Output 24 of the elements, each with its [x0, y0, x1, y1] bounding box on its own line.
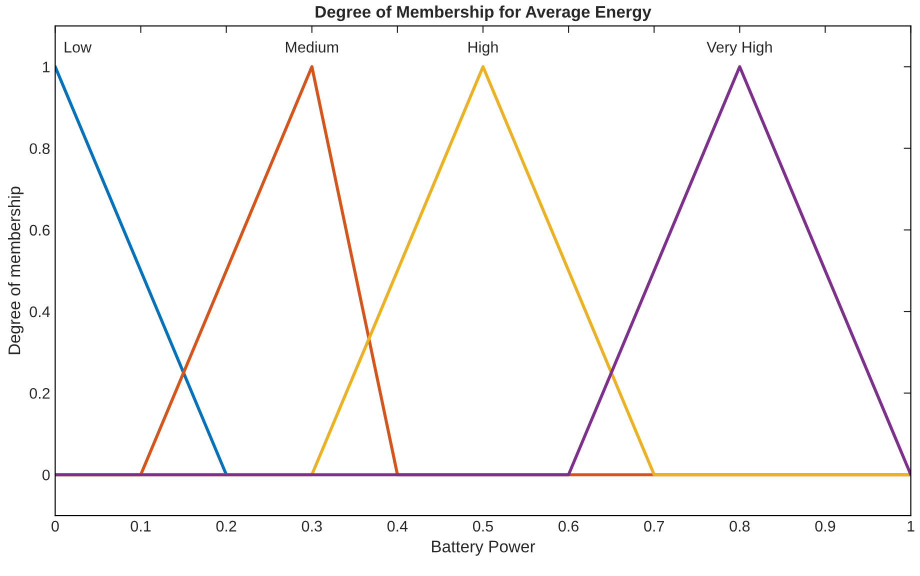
- x-tick-label: 0.3: [302, 520, 322, 532]
- y-tick-label: 0.6: [30, 224, 50, 236]
- x-tick-label: 0.5: [472, 520, 493, 532]
- x-tick-label: 0.2: [216, 520, 236, 532]
- chart-title: Degree of Membership for Average Energy: [316, 6, 652, 22]
- x-tick-label: 0: [52, 520, 59, 532]
- series-label: High: [468, 41, 498, 56]
- x-tick-label: 0.9: [815, 520, 836, 532]
- y-tick-label: 0: [42, 470, 50, 480]
- series-label: Very High: [706, 41, 772, 56]
- x-tick-label: 1: [908, 520, 914, 532]
- series-label: Medium: [286, 41, 338, 53]
- x-tick-label: 0.7: [644, 520, 664, 532]
- x-tick-label: 0.4: [387, 520, 408, 532]
- x-tick-label: 0.1: [130, 520, 151, 532]
- y-tick-label: 0.4: [30, 306, 50, 318]
- x-tick-label: 0.6: [558, 520, 579, 532]
- y-axis-title: Degree of membership: [8, 186, 24, 354]
- y-tick-label: 1: [43, 62, 50, 72]
- x-axis-title: Battery Power: [432, 540, 536, 556]
- y-tick-label: 0.8: [30, 143, 50, 154]
- x-tick-label: 0.8: [730, 520, 750, 532]
- series-label: Low: [64, 42, 92, 53]
- y-tick-label: 0.2: [30, 388, 50, 399]
